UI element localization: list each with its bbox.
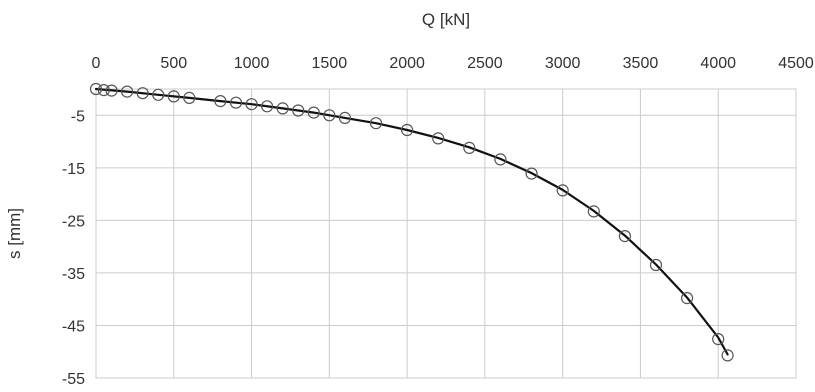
data-point	[401, 123, 414, 137]
y-tick-label: -55	[62, 371, 85, 387]
plot-frame	[95, 88, 797, 379]
x-tick-label: 4000	[700, 55, 736, 72]
y-tick-label: -45	[62, 318, 85, 335]
data-point	[556, 184, 569, 197]
x-tick-label: 500	[160, 55, 187, 72]
data-point	[649, 258, 663, 272]
data-point	[136, 87, 149, 100]
tick-labels: 0 500 1000 1500 2000 2500 3000 3500 4000 4500 -5 -1…	[62, 55, 814, 388]
trend-line	[94, 87, 729, 356]
data-point	[721, 349, 734, 362]
data-point	[276, 102, 289, 115]
y-tick-label: -35	[62, 266, 85, 283]
data-point	[680, 292, 694, 305]
y-axis-title: s [mm]	[5, 208, 24, 259]
y-tick-label: -5	[71, 108, 85, 125]
data-point	[587, 205, 600, 218]
data-point	[369, 117, 383, 130]
x-tick-label: 0	[92, 55, 101, 72]
data-point	[618, 230, 632, 243]
x-tick-label: 4500	[778, 55, 814, 72]
data-point	[105, 84, 118, 97]
grid	[95, 88, 797, 379]
data-point	[245, 98, 258, 111]
x-tick-label: 2000	[389, 55, 425, 72]
data-point	[89, 82, 103, 96]
data-point	[229, 96, 243, 109]
x-tick-label: 1000	[234, 55, 270, 72]
x-axis-title: Q [kN]	[422, 10, 470, 29]
data-point	[432, 132, 445, 145]
x-tick-label: 2500	[467, 55, 503, 72]
series-lines	[94, 87, 729, 356]
data-point	[214, 94, 227, 108]
x-tick-label: 3500	[623, 55, 659, 72]
y-tick-label: -15	[62, 161, 85, 178]
data-point	[323, 109, 336, 122]
data-point	[152, 88, 165, 101]
data-point	[463, 141, 476, 154]
data-point	[261, 100, 274, 113]
data-point	[338, 111, 351, 125]
series-markers	[89, 82, 734, 362]
data-point	[97, 83, 110, 97]
data-point	[307, 106, 320, 119]
x-tick-label: 3000	[545, 55, 581, 72]
y-tick-label: -25	[62, 213, 85, 230]
x-tick-label: 1500	[312, 55, 348, 72]
data-point	[712, 333, 725, 346]
data-point	[292, 104, 305, 117]
data-point	[167, 90, 180, 103]
data-point	[494, 153, 507, 166]
data-point	[183, 91, 196, 105]
data-point	[120, 85, 134, 98]
data-point	[525, 167, 538, 180]
